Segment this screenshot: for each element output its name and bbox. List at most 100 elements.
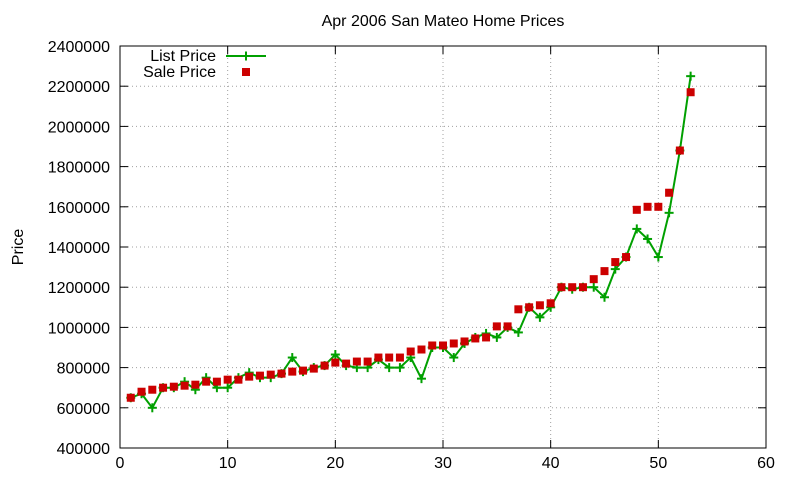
- sale-price-point: [180, 381, 189, 390]
- legend-label-sale-price: Sale Price: [143, 64, 216, 81]
- sale-price-point: [342, 359, 351, 368]
- sale-price-point: [492, 322, 501, 331]
- y-tick-label: 1200000: [48, 280, 110, 297]
- sale-price-point: [643, 202, 652, 211]
- sale-price-point: [245, 372, 254, 381]
- sale-price-point: [589, 275, 598, 284]
- y-tick-labels: 400000 600000 800000 1000000 1200000 1400000 1…: [48, 39, 110, 458]
- sale-price-point: [320, 361, 329, 370]
- list-price-point: [449, 353, 459, 363]
- sale-price-point: [363, 357, 372, 366]
- sale-price-point: [557, 283, 566, 292]
- x-tick-labels: 0 10 20 30 40 50 60: [116, 455, 775, 472]
- list-price-point: [664, 208, 674, 218]
- grid-lines: [120, 46, 766, 448]
- sale-price-point: [288, 367, 297, 376]
- y-tick-label: 2200000: [48, 79, 110, 96]
- sale-price-point: [137, 387, 146, 396]
- sale-price-point: [223, 375, 232, 384]
- list-price-point: [535, 312, 545, 322]
- sale-price-point: [309, 364, 318, 373]
- sale-price-point: [126, 393, 135, 402]
- y-tick-label: 1000000: [48, 320, 110, 337]
- legend-label-list-price: List Price: [150, 48, 216, 65]
- x-tick-label: 60: [757, 455, 775, 472]
- x-tick-label: 50: [649, 455, 667, 472]
- list-price-point: [610, 264, 620, 274]
- sale-price-point: [202, 377, 211, 386]
- sale-price-point: [374, 353, 383, 362]
- sale-price-point: [299, 366, 308, 375]
- chart-title: Apr 2006 San Mateo Home Prices: [322, 13, 565, 30]
- sale-price-point: [471, 334, 480, 343]
- list-price-point: [395, 363, 405, 373]
- sale-price-point: [212, 377, 221, 386]
- list-price-point: [589, 282, 599, 292]
- list-price-point: [513, 327, 523, 337]
- sale-price-point: [546, 299, 555, 308]
- y-tick-label: 1400000: [48, 240, 110, 257]
- series-layer: [126, 71, 696, 413]
- y-tick-label: 2400000: [48, 39, 110, 56]
- list-price-point: [632, 224, 642, 234]
- list-price-point: [600, 292, 609, 302]
- sale-price-point: [449, 339, 458, 348]
- list-price-point: [223, 383, 233, 393]
- sale-price-point: [266, 370, 275, 379]
- list-price-point: [492, 332, 502, 342]
- list-price-point: [330, 350, 340, 360]
- legend-plus-marker: [241, 51, 251, 61]
- sale-price-point: [428, 341, 437, 350]
- sale-price-point: [352, 357, 361, 366]
- sale-price-point: [535, 301, 544, 310]
- x-tick-label: 0: [116, 455, 125, 472]
- list-price-point: [147, 403, 157, 413]
- sale-price-point: [654, 202, 663, 211]
- sale-price-point: [395, 353, 404, 362]
- sale-price-point: [277, 369, 286, 378]
- sale-price-point: [686, 88, 695, 97]
- sale-price-point: [600, 267, 609, 276]
- y-axis-label: Price: [10, 229, 27, 266]
- y-tick-label: 1800000: [48, 160, 110, 177]
- list-price-point: [686, 71, 696, 81]
- x-tick-label: 10: [219, 455, 237, 472]
- sale-price-point: [234, 375, 243, 384]
- sale-price-point: [191, 380, 200, 389]
- sale-price-point: [514, 305, 523, 314]
- sale-price-point: [159, 383, 168, 392]
- sale-price-point: [665, 188, 674, 197]
- list-price-point: [384, 363, 394, 373]
- series-sale-price: [126, 88, 695, 402]
- y-tick-label: 400000: [57, 441, 110, 458]
- sale-price-point: [611, 258, 620, 267]
- sale-price-point: [622, 253, 631, 262]
- x-tick-label: 20: [326, 455, 344, 472]
- sale-price-point: [417, 345, 426, 354]
- legend-marker-list-price: [241, 51, 251, 61]
- y-tick-label: 800000: [57, 361, 110, 378]
- sale-price-point: [578, 283, 587, 292]
- sale-price-point: [568, 283, 577, 292]
- list-price-point: [643, 234, 653, 244]
- sale-price-point: [482, 333, 491, 342]
- list-price-point: [416, 374, 426, 384]
- y-tick-label: 1600000: [48, 200, 110, 217]
- sale-price-point: [675, 146, 684, 155]
- legend: List Price Sale Price: [143, 48, 266, 81]
- sale-price-point: [385, 353, 394, 362]
- sale-price-point: [525, 303, 534, 312]
- legend-swatch-sale-price: [242, 68, 250, 76]
- series-list-price: [126, 71, 696, 413]
- legend-entry-list-price: List Price: [150, 48, 266, 65]
- plot-frame: [119, 45, 767, 449]
- sale-price-point: [255, 371, 264, 380]
- sale-price-point: [169, 382, 178, 391]
- sale-price-point: [503, 322, 512, 331]
- y-tick-label: 2000000: [48, 119, 110, 136]
- sale-price-point: [148, 385, 157, 394]
- sale-price-point: [439, 341, 447, 350]
- sale-price-point: [460, 337, 469, 346]
- x-tick-label: 40: [542, 455, 560, 472]
- y-tick-label: 600000: [57, 401, 110, 418]
